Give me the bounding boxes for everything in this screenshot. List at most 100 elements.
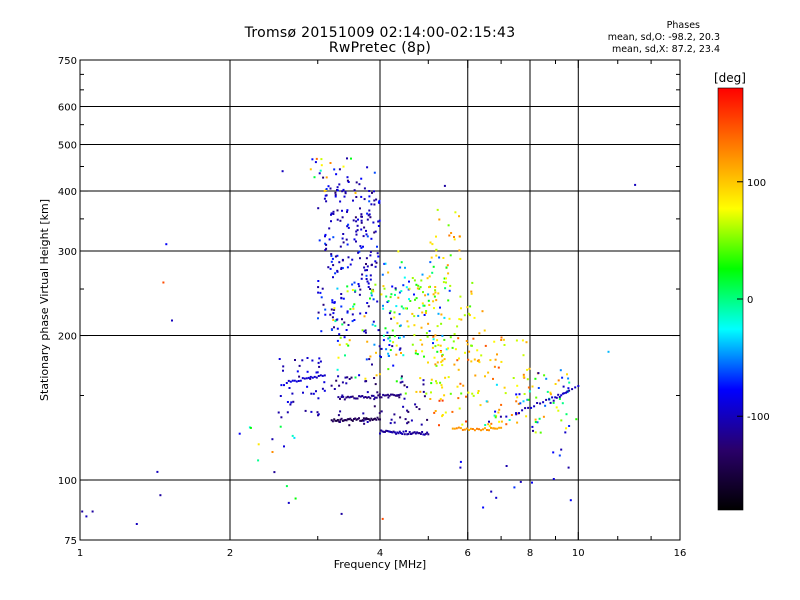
data-point <box>526 398 529 401</box>
data-point <box>402 284 405 287</box>
data-point <box>376 245 378 248</box>
data-point <box>425 310 428 312</box>
data-point <box>427 322 430 325</box>
data-point <box>436 350 439 353</box>
data-point <box>453 363 456 366</box>
data-point <box>365 311 368 314</box>
chart-title: Tromsø 20151009 02:14:00-02:15:43 <box>244 25 516 41</box>
x-tick-label: 16 <box>674 548 687 559</box>
data-point <box>336 209 339 212</box>
data-point <box>414 352 417 355</box>
data-point <box>545 398 548 401</box>
data-point <box>527 386 530 389</box>
data-point <box>349 263 352 266</box>
data-point <box>373 377 376 379</box>
data-point <box>356 397 359 400</box>
data-point <box>421 311 424 314</box>
data-point <box>432 338 435 341</box>
data-point <box>366 396 369 399</box>
data-point <box>331 420 334 423</box>
data-point <box>418 408 421 411</box>
data-point <box>381 517 384 520</box>
data-point <box>408 431 411 433</box>
data-point <box>369 274 372 277</box>
data-point <box>414 403 417 406</box>
data-point <box>370 294 373 297</box>
data-point <box>415 406 418 408</box>
data-point <box>416 287 419 290</box>
data-point <box>420 423 423 426</box>
data-point <box>303 377 306 380</box>
data-point <box>338 343 341 346</box>
data-point <box>531 425 534 428</box>
data-point <box>317 397 320 400</box>
data-point <box>469 314 471 317</box>
data-point <box>339 410 342 413</box>
data-point <box>542 415 545 418</box>
x-tick-label: 8 <box>527 548 533 559</box>
data-point <box>335 173 338 176</box>
data-point <box>348 424 351 427</box>
data-point <box>339 200 342 203</box>
data-point <box>329 313 332 316</box>
data-point <box>370 394 373 397</box>
data-point <box>421 431 424 433</box>
data-point <box>436 339 439 342</box>
data-point <box>385 348 388 351</box>
data-point <box>525 341 528 344</box>
data-point <box>317 280 320 282</box>
data-point <box>371 363 373 366</box>
data-point <box>401 433 404 435</box>
data-point <box>317 207 320 210</box>
data-point <box>488 420 490 423</box>
data-point <box>433 307 435 310</box>
data-point <box>325 188 328 190</box>
data-point <box>359 419 362 422</box>
data-point <box>498 408 501 411</box>
data-point <box>317 361 320 364</box>
data-point <box>473 429 476 432</box>
data-point <box>438 256 441 259</box>
data-point <box>441 415 444 418</box>
data-point <box>422 433 425 436</box>
data-point <box>331 299 334 302</box>
data-point <box>307 376 310 379</box>
data-point <box>319 169 322 172</box>
data-point <box>554 396 557 399</box>
data-point <box>376 252 379 255</box>
data-point <box>327 185 330 188</box>
data-point <box>451 427 454 430</box>
data-point <box>354 397 357 400</box>
data-point <box>280 416 283 419</box>
data-point <box>413 324 416 327</box>
data-point <box>459 466 462 469</box>
data-point <box>309 168 312 171</box>
data-point <box>393 335 396 338</box>
data-point <box>528 390 531 393</box>
data-point <box>353 238 356 241</box>
data-point <box>495 414 498 417</box>
data-point <box>503 386 506 389</box>
data-point <box>391 345 394 348</box>
data-point <box>399 381 402 384</box>
data-point <box>81 510 84 513</box>
data-point <box>313 375 316 378</box>
data-point <box>476 359 479 362</box>
data-point <box>445 266 448 269</box>
data-point <box>482 428 484 431</box>
data-point <box>391 393 394 396</box>
data-point <box>494 410 497 413</box>
data-point <box>555 406 558 409</box>
data-point <box>458 318 461 321</box>
data-point <box>373 203 376 206</box>
data-point <box>423 433 426 436</box>
data-point <box>415 297 418 300</box>
data-point <box>422 383 425 386</box>
data-point <box>293 436 296 439</box>
data-point <box>489 359 492 362</box>
data-point <box>437 312 440 315</box>
data-point <box>378 345 381 348</box>
data-point <box>381 430 384 433</box>
data-point <box>273 471 276 474</box>
data-point <box>464 351 466 354</box>
